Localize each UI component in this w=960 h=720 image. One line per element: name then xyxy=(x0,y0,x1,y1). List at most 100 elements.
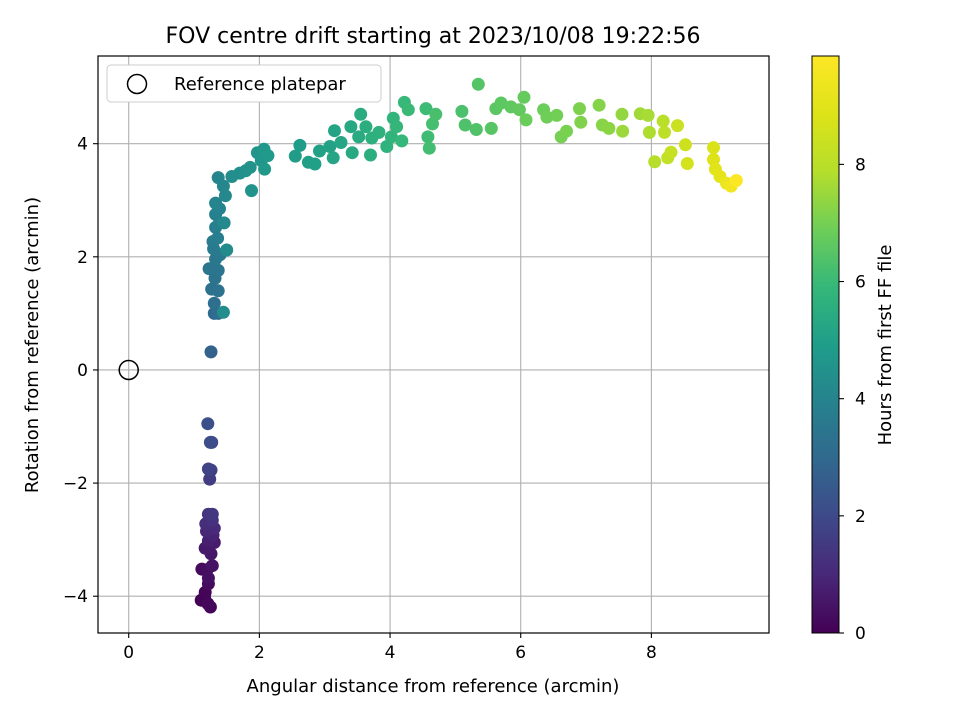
data-point xyxy=(615,107,629,121)
data-point xyxy=(574,115,588,129)
data-point xyxy=(372,125,386,139)
data-point xyxy=(334,136,348,149)
x-axis-label: Angular distance from reference (arcmin) xyxy=(247,676,620,697)
data-point xyxy=(359,120,373,134)
data-point xyxy=(422,141,436,155)
data-point xyxy=(323,140,337,153)
colorbar: 0 2 4 6 8 Hours from first FF file xyxy=(811,55,896,644)
data-point xyxy=(616,124,630,138)
data-point xyxy=(209,196,223,210)
data-point xyxy=(326,151,340,165)
data-point xyxy=(344,120,358,134)
data-point xyxy=(207,296,221,310)
data-point xyxy=(352,130,366,144)
data-point xyxy=(642,125,656,139)
data-point xyxy=(494,96,508,110)
data-point xyxy=(204,345,218,359)
data-point xyxy=(602,121,616,135)
data-point xyxy=(345,146,359,160)
data-point xyxy=(313,144,326,158)
legend-marker-reference xyxy=(126,73,148,95)
data-point xyxy=(288,149,302,163)
data-point xyxy=(429,107,443,121)
data-point xyxy=(216,305,230,319)
data-point xyxy=(671,119,684,133)
data-point xyxy=(550,108,564,122)
data-point xyxy=(517,90,531,104)
colorbar-tick-label: 0 xyxy=(855,624,866,644)
data-point xyxy=(680,157,694,170)
data-point xyxy=(395,134,409,148)
data-point xyxy=(729,174,743,187)
data-point xyxy=(354,107,368,121)
data-point xyxy=(258,162,272,176)
data-point xyxy=(211,263,225,277)
data-point xyxy=(201,571,215,585)
data-point xyxy=(201,462,215,476)
x-tick-label: 0 xyxy=(123,643,134,663)
data-point xyxy=(455,104,469,118)
data-point xyxy=(218,189,232,203)
data-point xyxy=(205,559,219,573)
y-tick-label: 4 xyxy=(77,135,88,155)
data-point xyxy=(678,138,692,152)
data-point xyxy=(261,149,275,163)
x-tick-label: 4 xyxy=(385,643,396,663)
data-point xyxy=(245,184,258,198)
data-point xyxy=(648,155,662,169)
data-point xyxy=(211,284,225,298)
data-point xyxy=(384,130,398,144)
plot-area xyxy=(97,55,770,634)
data-point xyxy=(308,157,322,171)
data-point xyxy=(203,435,217,449)
data-point xyxy=(573,102,586,116)
y-axis-label: Rotation from reference (arcmin) xyxy=(22,197,43,493)
data-point xyxy=(519,113,533,127)
data-point xyxy=(641,108,655,122)
chart-title: FOV centre drift starting at 2023/10/08 … xyxy=(166,24,701,49)
data-point xyxy=(707,141,720,155)
data-point xyxy=(421,130,435,144)
axis-ticks: 0 2 4 6 8 −4 −2 0 2 4 xyxy=(63,135,657,663)
legend-box xyxy=(106,64,382,103)
data-point xyxy=(211,231,225,245)
data-point xyxy=(540,110,554,124)
x-tick-label: 8 xyxy=(646,643,657,663)
x-tick-label: 2 xyxy=(254,643,265,663)
legend-label-reference: Reference platepar xyxy=(174,74,346,95)
y-tick-label: 2 xyxy=(77,248,88,268)
data-point xyxy=(471,77,485,91)
y-tick-label: −4 xyxy=(63,587,88,607)
x-tick-label: 6 xyxy=(515,643,526,663)
data-point xyxy=(658,125,671,139)
data-point xyxy=(656,114,670,128)
data-point xyxy=(364,148,377,162)
data-point xyxy=(469,123,483,136)
data-point xyxy=(592,98,606,112)
colorbar-tick-label: 6 xyxy=(855,273,866,293)
colorbar-tick-label: 2 xyxy=(855,507,866,527)
data-point xyxy=(458,118,472,132)
reference-platepar-marker xyxy=(118,359,139,381)
data-point xyxy=(390,120,404,134)
data-point xyxy=(220,243,234,257)
colorbar-label: Hours from first FF file xyxy=(875,245,896,446)
colorbar-tick-label: 4 xyxy=(855,390,866,410)
y-tick-label: −2 xyxy=(63,474,88,494)
data-point xyxy=(560,124,573,138)
data-point xyxy=(243,160,257,174)
legend: Reference platepar xyxy=(106,64,382,103)
data-point xyxy=(401,103,415,117)
data-point xyxy=(201,597,215,611)
data-point xyxy=(419,102,433,116)
colorbar-gradient xyxy=(811,55,840,634)
y-tick-label: 0 xyxy=(77,361,88,381)
data-point xyxy=(328,124,341,138)
data-point xyxy=(664,145,678,159)
data-point xyxy=(201,417,215,431)
colorbar-ticks: 0 2 4 6 8 xyxy=(839,155,866,644)
scatter-points xyxy=(118,77,743,614)
data-point xyxy=(217,216,231,230)
